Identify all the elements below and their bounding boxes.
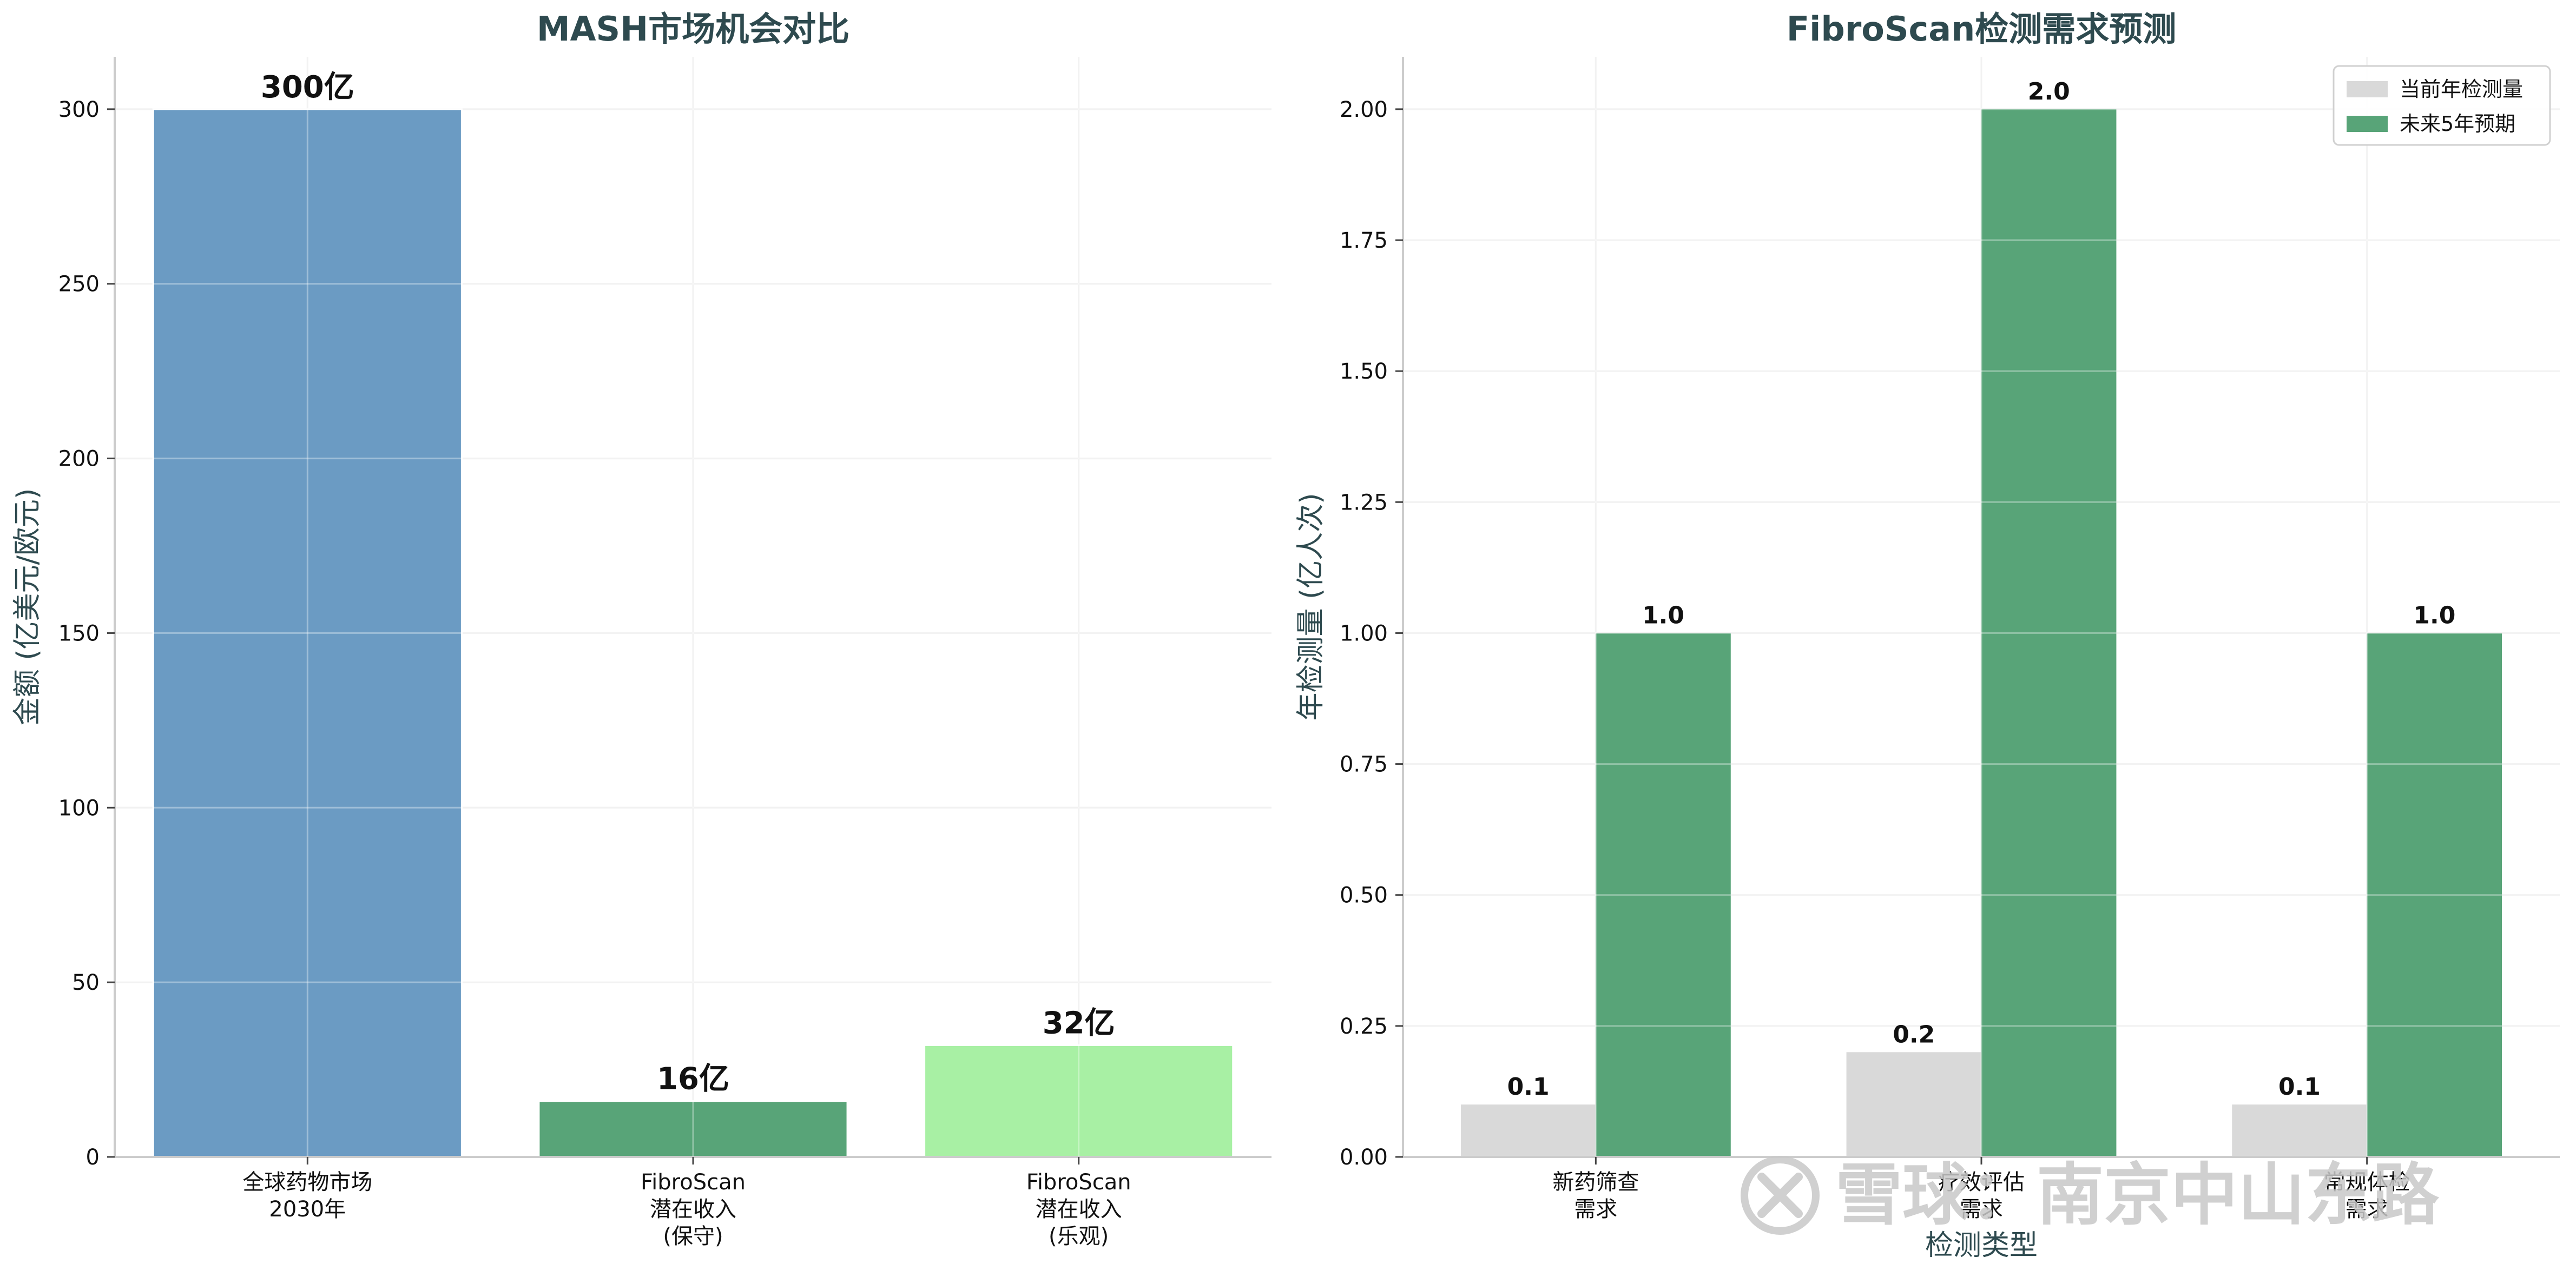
data-label: 16亿	[657, 1062, 729, 1097]
bar	[2232, 1104, 2367, 1157]
x-tick-label: 新药筛查需求	[1552, 1170, 1639, 1222]
bar	[538, 1100, 848, 1158]
watermark-text: 雪球：南京中山东路	[1835, 1156, 2440, 1234]
y-tick-label: 0.25	[1340, 1014, 1388, 1039]
data-label: 1.0	[1642, 601, 1684, 629]
data-label: 32亿	[1043, 1005, 1115, 1041]
bar	[1596, 633, 1731, 1157]
y-tick-label: 50	[72, 970, 100, 995]
y-tick-label: 2.00	[1340, 97, 1388, 122]
logo-ring	[1741, 1156, 1820, 1235]
x-tick-label: 常规体检需求	[2324, 1170, 2410, 1222]
bar	[2367, 633, 2502, 1157]
data-label: 0.2	[1893, 1021, 1935, 1048]
xueqiu-logo-icon	[1741, 1156, 1820, 1235]
x-tick-label: 全球药物市场 2030年	[242, 1170, 372, 1222]
y-tick-label: 0	[86, 1145, 100, 1170]
y-tick-label: 300	[58, 97, 100, 122]
y-tick-label: 200	[58, 447, 100, 472]
bar	[1460, 1104, 1596, 1157]
x-tick-label: FibroScan 潜在收入(保守)	[641, 1170, 746, 1249]
y-tick-label: 0.50	[1340, 883, 1388, 908]
legend-label: 未来5年预期	[2400, 112, 2515, 136]
y-tick-label: 150	[58, 621, 100, 646]
y-tick-label: 1.25	[1340, 490, 1388, 515]
y-tick-label: 1.00	[1340, 621, 1388, 646]
data-label: 0.1	[2278, 1073, 2321, 1101]
x-tick-label: FibroScan 潜在收入(乐观)	[1026, 1170, 1131, 1249]
y-tick-label: 1.50	[1340, 359, 1388, 384]
bar	[1981, 109, 2117, 1157]
data-label: 2.0	[2028, 78, 2070, 105]
x-tick-label: 疗效评估需求	[1938, 1170, 2025, 1222]
y-tick-label: 100	[58, 796, 100, 821]
fibroscan-demand-chart: 0.1 0.2 0.1 1.0 2.0 1.0 0.00 0.25 0.50 0.75 1.00 1.…	[1295, 9, 2560, 1262]
legend-label: 当前年检测量	[2400, 77, 2523, 101]
logo-cross	[1757, 1173, 1803, 1218]
data-label: 0.1	[1507, 1073, 1550, 1101]
data-label: 300亿	[261, 70, 354, 105]
watermark: 雪球：南京中山东路	[1741, 1156, 2440, 1235]
legend-swatch	[2347, 116, 2388, 132]
y-tick-label: 250	[58, 272, 100, 297]
bar	[1846, 1052, 1981, 1157]
market-comparison-chart: 300亿 16亿 32亿 0 50 100 150 200 250 300 全球药物市场 2030年 F…	[11, 9, 1271, 1249]
x-axis-label: 检测类型	[1925, 1229, 2038, 1262]
data-label: 1.0	[2413, 601, 2455, 629]
y-axis-label: 年检测量 (亿人次)	[1295, 493, 1327, 720]
chart-title: MASH市场机会对比	[537, 9, 849, 49]
bar	[152, 108, 463, 1158]
legend-swatch	[2347, 81, 2388, 97]
y-tick-label: 0.00	[1340, 1145, 1388, 1170]
chart-title: FibroScan检测需求预测	[1787, 9, 2177, 49]
y-tick-label: 1.75	[1340, 228, 1388, 253]
y-tick-label: 0.75	[1340, 752, 1388, 777]
y-axis-label: 金额 (亿美元/欧元)	[11, 488, 44, 726]
